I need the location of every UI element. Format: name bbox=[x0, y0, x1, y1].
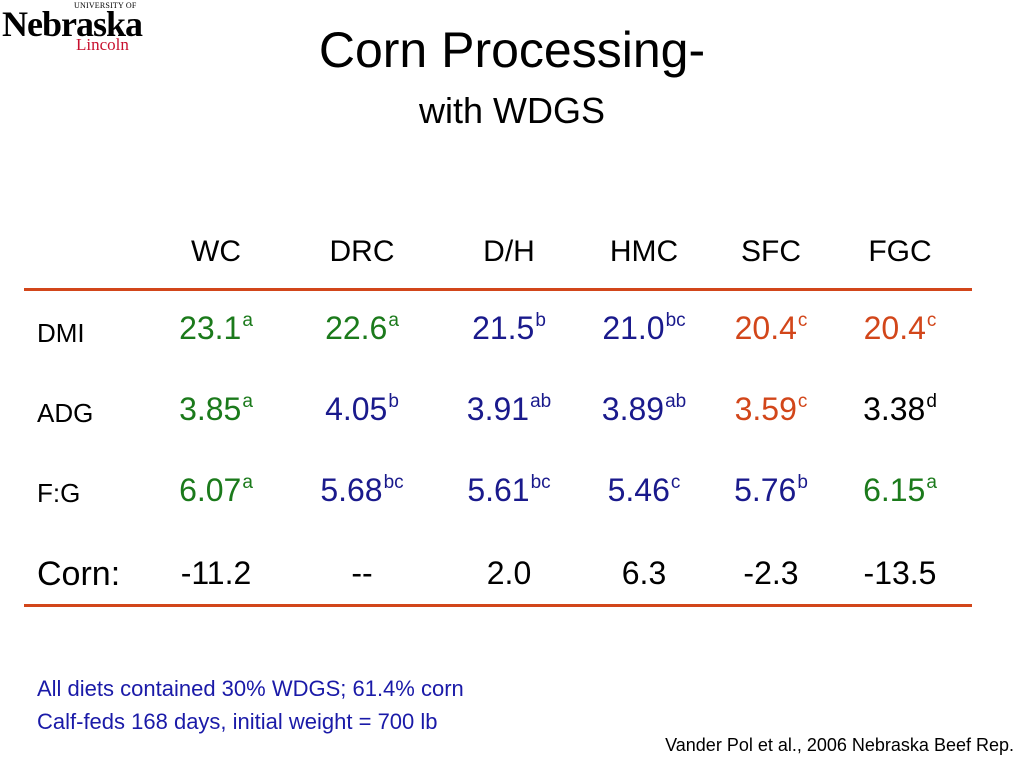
table-cell: 21.5b bbox=[434, 310, 584, 352]
cell-value: 5.76 bbox=[734, 472, 797, 508]
cell-value: 6.3 bbox=[621, 555, 667, 591]
cell-value: 3.91 bbox=[466, 391, 530, 427]
table-top-rule bbox=[24, 288, 972, 291]
table-cell: 3.38d bbox=[825, 391, 975, 433]
cell-significance-letter: ab bbox=[665, 391, 687, 412]
logo-university-of-text: UNIVERSITY OF bbox=[74, 1, 137, 10]
cell-value: 3.59 bbox=[734, 391, 797, 427]
cell-significance-letter: bc bbox=[665, 310, 686, 331]
table-cell: 21.0bc bbox=[569, 310, 719, 352]
cell-value: 21.5 bbox=[472, 310, 535, 346]
table-cell: 6.3 bbox=[569, 555, 719, 591]
table-cell: 6.15a bbox=[825, 472, 975, 514]
cell-value: 21.0 bbox=[602, 310, 665, 346]
note-line-2: Calf-feds 168 days, initial weight = 700… bbox=[37, 709, 438, 734]
table-cell: 2.0 bbox=[434, 555, 584, 591]
column-header-sfc: SFC bbox=[741, 235, 801, 268]
table-cell: 5.76b bbox=[696, 472, 846, 514]
row-label-corn: Corn: bbox=[37, 555, 121, 593]
cell-significance-letter: b bbox=[388, 391, 399, 412]
cell-value: 3.89 bbox=[601, 391, 665, 427]
cell-value: 2.0 bbox=[486, 555, 532, 591]
table-cell: 5.46c bbox=[569, 472, 719, 514]
cell-value: -2.3 bbox=[743, 555, 799, 591]
row-label-dmi: DMI bbox=[37, 318, 85, 348]
cell-significance-letter: bc bbox=[530, 472, 551, 493]
cell-value: 4.05 bbox=[325, 391, 388, 427]
column-header-fgc: FGC bbox=[868, 235, 932, 268]
table-cell: 23.1a bbox=[141, 310, 291, 352]
table-cell: 4.05b bbox=[287, 391, 437, 433]
column-header-wc: WC bbox=[191, 235, 241, 268]
cell-value: 3.38 bbox=[863, 391, 926, 427]
column-header-drc: DRC bbox=[329, 235, 395, 268]
cell-significance-letter: a bbox=[242, 310, 253, 331]
cell-significance-letter: bc bbox=[383, 472, 404, 493]
slide-subtitle: with WDGS bbox=[418, 90, 605, 131]
cell-significance-letter: b bbox=[535, 310, 546, 331]
table-cell: 3.89ab bbox=[569, 391, 719, 433]
cell-value: 23.1 bbox=[179, 310, 242, 346]
citation: Vander Pol et al., 2006 Nebraska Beef Re… bbox=[665, 735, 1014, 755]
cell-significance-letter: a bbox=[242, 472, 253, 493]
logo-nebraska-text: Nebraska bbox=[2, 4, 143, 44]
cell-value: -13.5 bbox=[863, 555, 937, 591]
note-line-1: All diets contained 30% WDGS; 61.4% corn bbox=[37, 676, 464, 701]
cell-value: -11.2 bbox=[180, 555, 252, 591]
table-cell: 6.07a bbox=[141, 472, 291, 514]
cell-significance-letter: c bbox=[670, 472, 681, 493]
cell-significance-letter: c bbox=[797, 391, 808, 412]
cell-value: 5.68 bbox=[320, 472, 383, 508]
cell-significance-letter: d bbox=[926, 391, 937, 412]
cell-value: 5.61 bbox=[467, 472, 530, 508]
cell-value: 20.4 bbox=[734, 310, 797, 346]
table-cell: 20.4c bbox=[825, 310, 975, 352]
table-cell: 20.4c bbox=[696, 310, 846, 352]
table-cell: 3.59c bbox=[696, 391, 846, 433]
table-cell: -11.2 bbox=[141, 555, 291, 591]
cell-significance-letter: ab bbox=[530, 391, 552, 412]
cell-significance-letter: c bbox=[797, 310, 808, 331]
table-cell: 22.6a bbox=[287, 310, 437, 352]
cell-value: 6.15 bbox=[863, 472, 926, 508]
column-header-hmc: HMC bbox=[609, 235, 679, 268]
table-cell: -2.3 bbox=[696, 555, 846, 591]
cell-value: 5.46 bbox=[607, 472, 670, 508]
row-label-fg: F:G bbox=[37, 478, 81, 508]
table-cell: -- bbox=[287, 555, 437, 591]
column-header-dh: D/H bbox=[483, 235, 535, 268]
cell-value: 6.07 bbox=[179, 472, 242, 508]
logo-lincoln-text: Lincoln bbox=[76, 35, 129, 54]
table-cell: -13.5 bbox=[825, 555, 975, 591]
table-cell: 3.85a bbox=[141, 391, 291, 433]
table-bottom-rule bbox=[24, 604, 972, 607]
cell-significance-letter: c bbox=[926, 310, 937, 331]
table-cell: 3.91ab bbox=[434, 391, 584, 433]
university-logo: UNIVERSITY OF Nebraska Lincoln bbox=[0, 0, 143, 60]
cell-significance-letter: b bbox=[797, 472, 808, 493]
row-label-adg: ADG bbox=[37, 398, 94, 428]
cell-significance-letter: a bbox=[242, 391, 253, 412]
slide-title: Corn Processing- bbox=[318, 22, 706, 78]
cell-significance-letter: a bbox=[926, 472, 937, 493]
cell-value: -- bbox=[351, 555, 373, 591]
cell-value: 20.4 bbox=[863, 310, 926, 346]
cell-value: 3.85 bbox=[179, 391, 242, 427]
table-cell: 5.68bc bbox=[287, 472, 437, 514]
table-cell: 5.61bc bbox=[434, 472, 584, 514]
cell-significance-letter: a bbox=[388, 310, 399, 331]
cell-value: 22.6 bbox=[325, 310, 388, 346]
